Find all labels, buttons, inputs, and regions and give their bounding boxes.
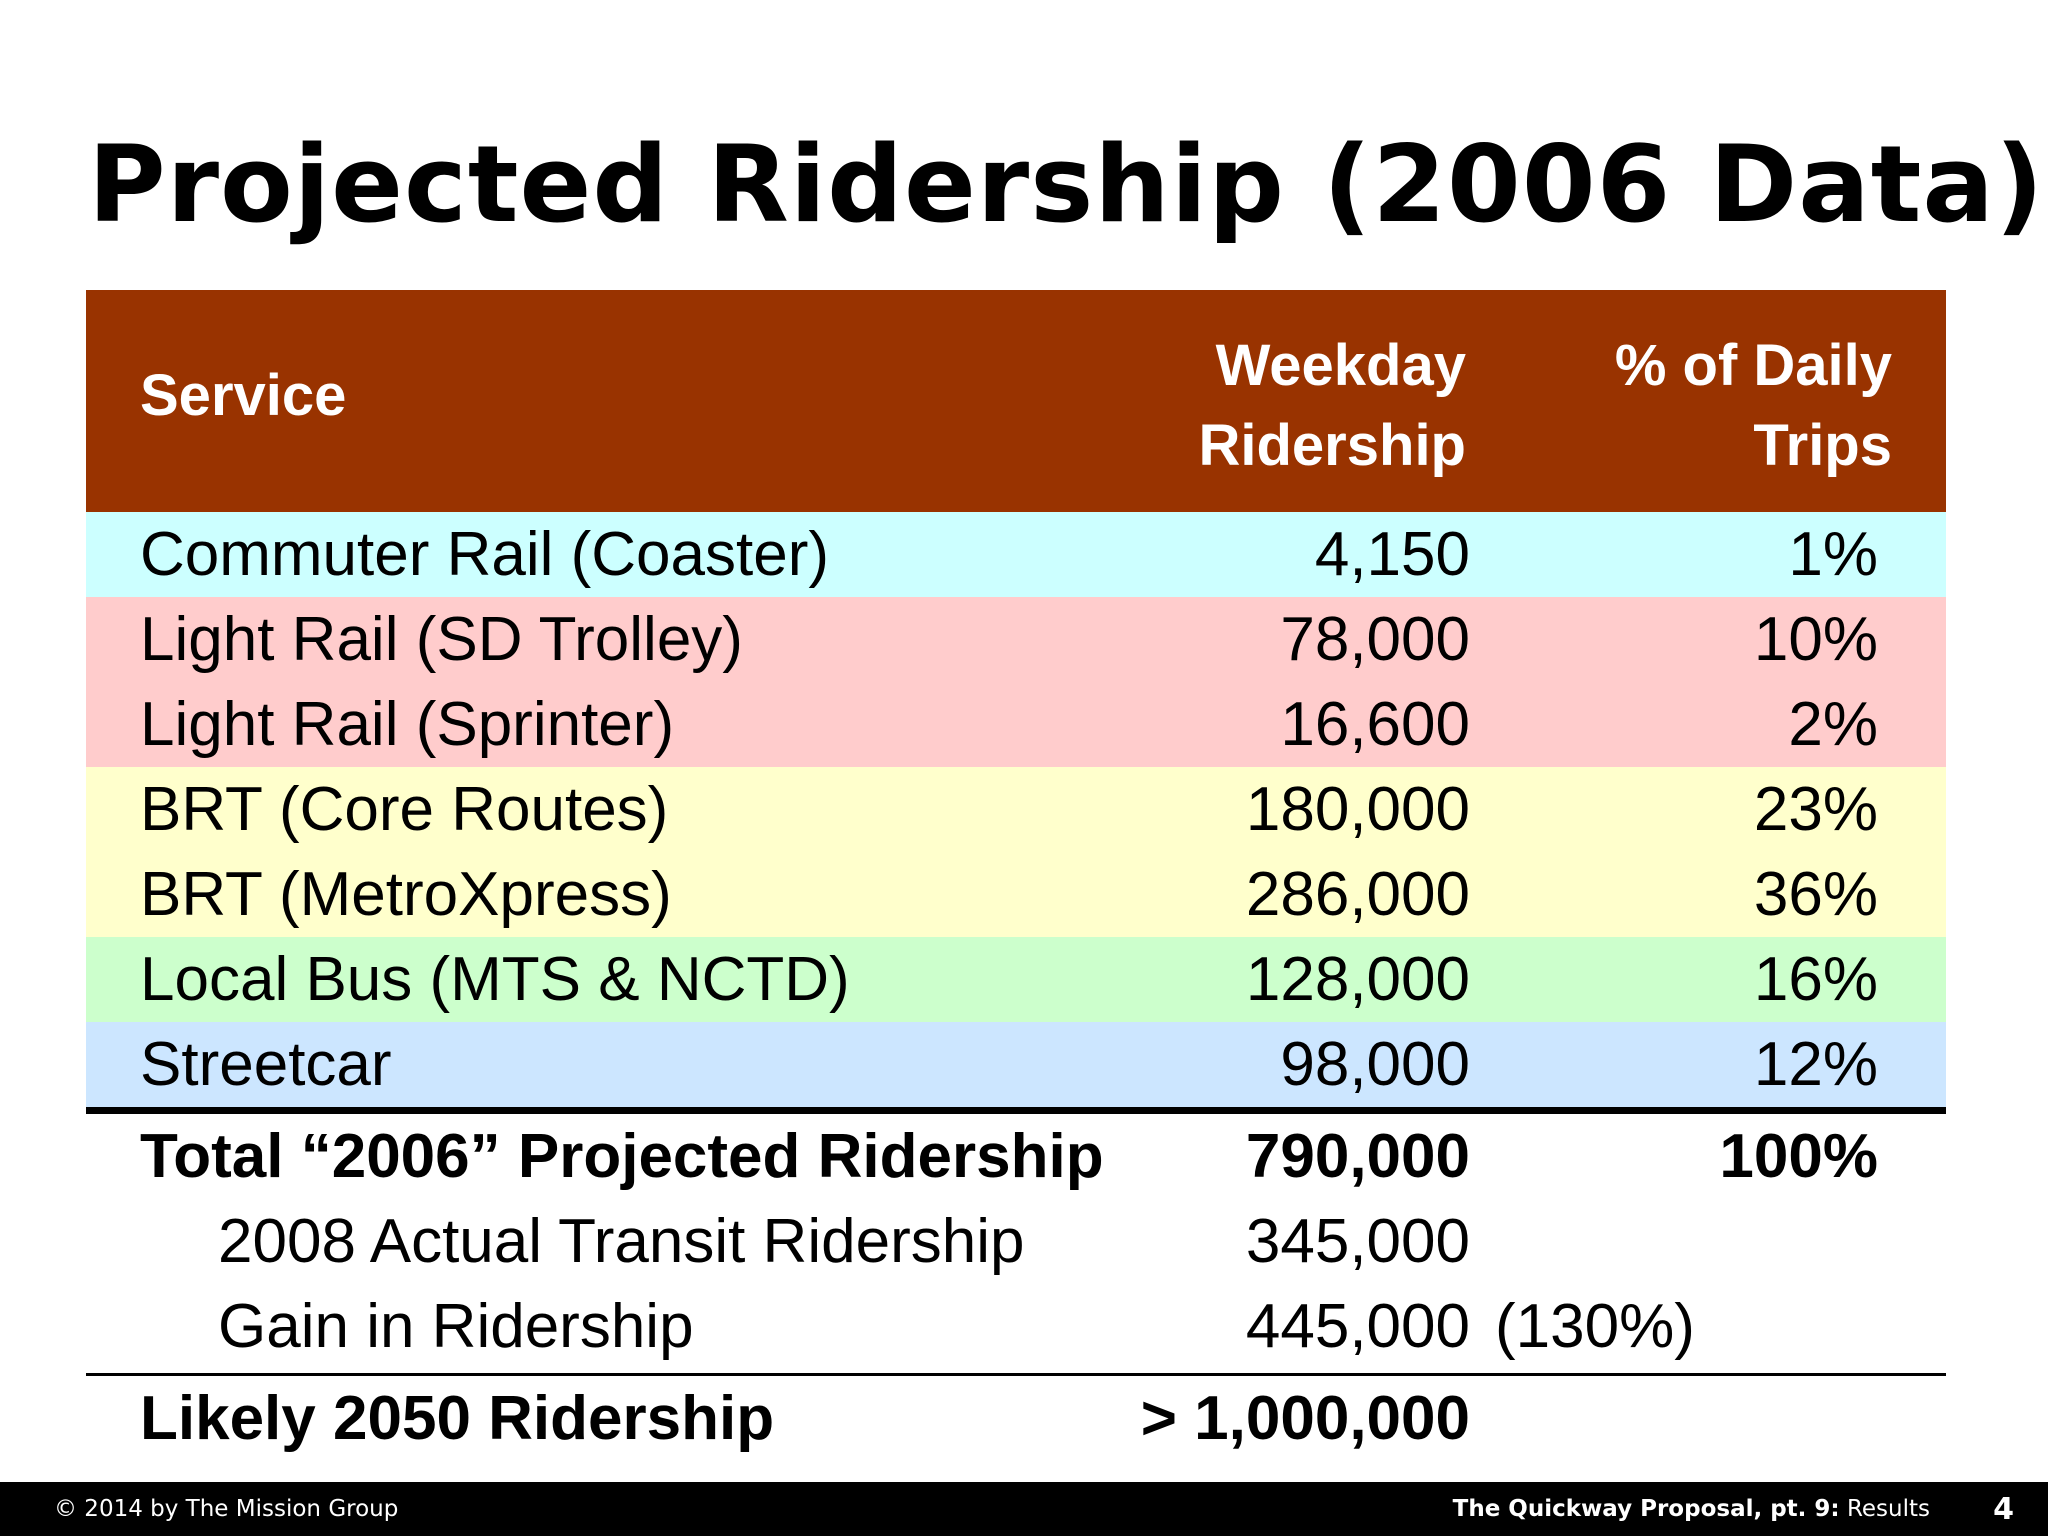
- table-row: BRT (MetroXpress) 286,000 36%: [86, 852, 1946, 937]
- slide-footer: © 2014 by The Mission Group The Quickway…: [0, 1482, 2048, 1536]
- gain-label: Gain in Ridership: [218, 1292, 694, 1361]
- presentation-section: Results: [1846, 1496, 1930, 1522]
- weekday-ridership: 180,000: [1245, 775, 1470, 844]
- actual-2008-row: 2008 Actual Transit Ridership 345,000: [86, 1199, 1946, 1284]
- table-row: Light Rail (Sprinter) 16,600 2%: [86, 682, 1946, 767]
- total-weekday-ridership: 790,000: [1245, 1122, 1470, 1191]
- table-row: Local Bus (MTS & NCTD) 128,000 16%: [86, 937, 1946, 1022]
- actual-2008-ridership: 345,000: [1245, 1207, 1470, 1276]
- service-name: BRT (MetroXpress): [140, 860, 672, 929]
- table-row: BRT (Core Routes) 180,000 23%: [86, 767, 1946, 852]
- percent-daily-trips: 16%: [1753, 945, 1878, 1014]
- page-title: Projected Ridership (2006 Data): [88, 123, 2045, 246]
- percent-daily-trips: 1%: [1788, 520, 1878, 589]
- service-name: Streetcar: [140, 1030, 392, 1099]
- gain-percent-note: (130%): [1495, 1292, 1695, 1361]
- actual-2008-label: 2008 Actual Transit Ridership: [218, 1207, 1025, 1276]
- header-percent-daily-trips: % of Daily Trips: [1614, 333, 1892, 478]
- weekday-ridership: 98,000: [1280, 1030, 1470, 1099]
- percent-daily-trips: 36%: [1753, 860, 1878, 929]
- total-row: Total “2006” Projected Ridership 790,000…: [86, 1114, 1946, 1199]
- gain-row: Gain in Ridership 445,000 (130%): [86, 1284, 1946, 1369]
- percent-daily-trips: 2%: [1788, 690, 1878, 759]
- header-service: Service: [140, 363, 347, 428]
- table-row: Streetcar 98,000 12%: [86, 1022, 1946, 1107]
- ridership-table: Service Weekday Ridership % of Daily Tri…: [86, 290, 1946, 1461]
- likely-2050-ridership: > 1,000,000: [1140, 1384, 1470, 1453]
- percent-daily-trips: 12%: [1753, 1030, 1878, 1099]
- service-name: Light Rail (Sprinter): [140, 690, 675, 759]
- percent-daily-trips: 23%: [1753, 775, 1878, 844]
- percent-daily-trips: 10%: [1753, 605, 1878, 674]
- weekday-ridership: 286,000: [1245, 860, 1470, 929]
- copyright-text: © 2014 by The Mission Group: [54, 1496, 399, 1522]
- likely-divider: [86, 1373, 1946, 1376]
- total-percent: 100%: [1719, 1122, 1878, 1191]
- service-name: Commuter Rail (Coaster): [140, 520, 830, 589]
- likely-2050-label: Likely 2050 Ridership: [140, 1384, 775, 1453]
- table-row: Commuter Rail (Coaster) 4,150 1%: [86, 512, 1946, 597]
- table-header-row: Service Weekday Ridership % of Daily Tri…: [86, 290, 1946, 512]
- weekday-ridership: 128,000: [1245, 945, 1470, 1014]
- service-name: BRT (Core Routes): [140, 775, 669, 844]
- header-weekday-ridership: Weekday Ridership: [1198, 333, 1467, 478]
- total-divider: [86, 1107, 1946, 1114]
- weekday-ridership: 4,150: [1314, 520, 1470, 589]
- service-name: Local Bus (MTS & NCTD): [140, 945, 850, 1014]
- table-row: Light Rail (SD Trolley) 78,000 10%: [86, 597, 1946, 682]
- presentation-title-bold: The Quickway Proposal, pt. 9:: [1452, 1496, 1840, 1522]
- page-number: 4: [1993, 1492, 2014, 1527]
- weekday-ridership: 78,000: [1280, 605, 1470, 674]
- gain-ridership: 445,000: [1245, 1292, 1470, 1361]
- presentation-title: The Quickway Proposal, pt. 9: Results: [1453, 1496, 1930, 1522]
- total-label: Total “2006” Projected Ridership: [140, 1122, 1104, 1191]
- service-name: Light Rail (SD Trolley): [140, 605, 743, 674]
- weekday-ridership: 16,600: [1280, 690, 1470, 759]
- likely-2050-row: Likely 2050 Ridership > 1,000,000: [86, 1376, 1946, 1461]
